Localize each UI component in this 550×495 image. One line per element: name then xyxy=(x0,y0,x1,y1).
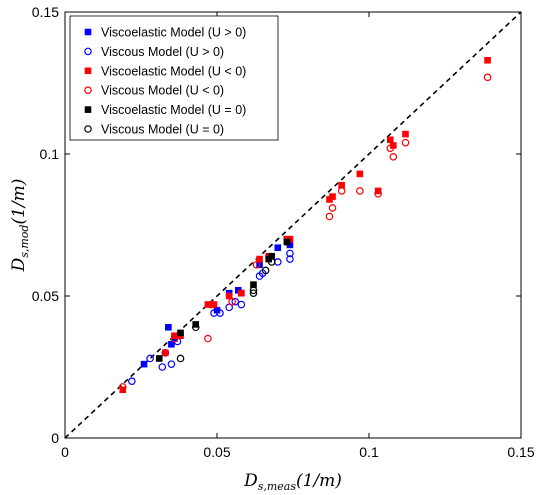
x-tick-label-1: 0.05 xyxy=(203,444,230,460)
legend-marker-1 xyxy=(84,47,92,56)
legend-label-1: Viscous Model (U > 0) xyxy=(101,45,224,59)
x-axis-label-subscript: s,meas xyxy=(258,480,297,493)
data-point-series-0-2 xyxy=(168,340,175,348)
data-point-series-1-8 xyxy=(225,303,233,312)
x-axis-label: Ds,meas(1/m) xyxy=(243,471,342,493)
data-point-series-2-1 xyxy=(162,349,169,357)
data-point-series-2-17 xyxy=(386,136,394,144)
legend-box xyxy=(69,15,279,141)
data-point-series-3-1 xyxy=(170,334,179,343)
plot-frame xyxy=(64,11,522,439)
legend-label-4: Viscoelastic Model (U = 0) xyxy=(101,103,246,117)
data-point-series-3-11 xyxy=(386,144,395,153)
data-point-series-3-5 xyxy=(252,260,261,269)
legend-label-5: Viscous Model (U = 0) xyxy=(101,123,224,137)
data-point-series-0-4 xyxy=(213,306,221,314)
x-tick-label-0: 0 xyxy=(61,444,69,460)
data-point-series-5-4 xyxy=(261,266,270,275)
data-point-series-3-8 xyxy=(337,187,346,195)
legend-marker-0 xyxy=(84,28,92,36)
axis-ticks-layer: 0 0.05 0.1 0.15 0 0.05 0.1 0.15 xyxy=(32,4,535,460)
data-point-series-1-2 xyxy=(158,363,167,371)
y-axis-label: Ds,mod(1/m) xyxy=(9,179,31,273)
data-point-series-1-10 xyxy=(237,300,246,309)
data-point-series-1-1 xyxy=(146,354,154,363)
x-axis-label-unit: (1/m) xyxy=(296,471,342,491)
legend: Viscoelastic Model (U > 0) Viscous Model … xyxy=(69,15,279,141)
y-tick-label-1: 0.05 xyxy=(32,288,59,304)
data-point-series-3-7 xyxy=(328,204,337,212)
data-point-series-3-6 xyxy=(325,212,334,221)
y-axis-label-main: D xyxy=(9,257,29,272)
x-axis-label-main: D xyxy=(243,471,258,491)
data-point-series-5-1 xyxy=(191,323,200,332)
data-point-series-1-15 xyxy=(286,249,294,258)
data-point-series-4-3 xyxy=(250,281,257,288)
data-point-series-1-0 xyxy=(128,377,136,386)
data-point-series-3-2 xyxy=(204,334,212,343)
data-point-series-5-2 xyxy=(249,289,258,297)
data-point-series-3-10 xyxy=(374,189,382,198)
y-axis-label-subscript: s,mod xyxy=(18,225,31,258)
series-5 xyxy=(176,258,276,363)
series-3 xyxy=(118,73,492,391)
data-point-series-0-9 xyxy=(274,244,282,252)
data-point-series-0-0 xyxy=(140,360,148,368)
x-tick-label-2: 0.1 xyxy=(359,444,379,460)
data-point-series-2-7 xyxy=(238,289,245,297)
data-point-series-3-0 xyxy=(118,383,127,391)
data-marks-layer xyxy=(118,56,492,394)
data-point-series-5-3 xyxy=(249,286,258,295)
data-point-series-2-18 xyxy=(390,142,397,149)
y-axis-label-unit: (1/m) xyxy=(9,179,29,225)
data-point-series-3-3 xyxy=(207,300,215,309)
legend-label-0: Viscoelastic Model (U > 0) xyxy=(101,26,246,40)
data-point-series-4-1 xyxy=(177,329,184,337)
legend-marker-5 xyxy=(84,125,92,133)
data-point-series-3-13 xyxy=(401,138,410,147)
data-point-series-2-15 xyxy=(356,170,364,178)
data-point-series-4-5 xyxy=(268,252,276,260)
y-tick-label-3: 0.15 xyxy=(32,4,59,20)
data-point-series-1-7 xyxy=(216,309,224,317)
y-tick-label-2: 0.1 xyxy=(40,146,60,162)
data-point-series-3-12 xyxy=(389,153,398,161)
y-tick-label-0: 0 xyxy=(51,430,59,446)
data-point-series-5-5 xyxy=(267,258,276,266)
data-point-series-3-14 xyxy=(483,73,492,82)
data-point-series-2-13 xyxy=(329,193,336,200)
data-point-series-1-14 xyxy=(286,255,294,263)
x-tick-label-3: 0.15 xyxy=(507,444,534,460)
data-point-series-5-0 xyxy=(176,354,185,363)
data-point-series-2-8 xyxy=(256,255,263,263)
data-point-series-1-4 xyxy=(167,360,176,368)
legend-label-2: Viscoelastic Model (U < 0) xyxy=(101,64,246,78)
legend-marker-2 xyxy=(84,67,92,75)
data-point-series-2-20 xyxy=(484,56,491,64)
data-point-series-2-6 xyxy=(225,292,233,300)
data-point-series-3-4 xyxy=(228,297,237,306)
data-point-series-4-0 xyxy=(155,355,163,362)
data-point-series-2-14 xyxy=(338,181,345,189)
data-point-series-3-9 xyxy=(356,187,364,195)
legend-marker-4 xyxy=(84,106,92,113)
data-point-series-0-1 xyxy=(165,323,172,331)
legend-label-3: Viscous Model (U < 0) xyxy=(101,84,224,98)
data-point-series-2-19 xyxy=(402,130,409,138)
legend-marker-3 xyxy=(84,86,92,95)
data-point-series-1-9 xyxy=(231,297,240,306)
data-point-series-4-6 xyxy=(283,238,291,246)
